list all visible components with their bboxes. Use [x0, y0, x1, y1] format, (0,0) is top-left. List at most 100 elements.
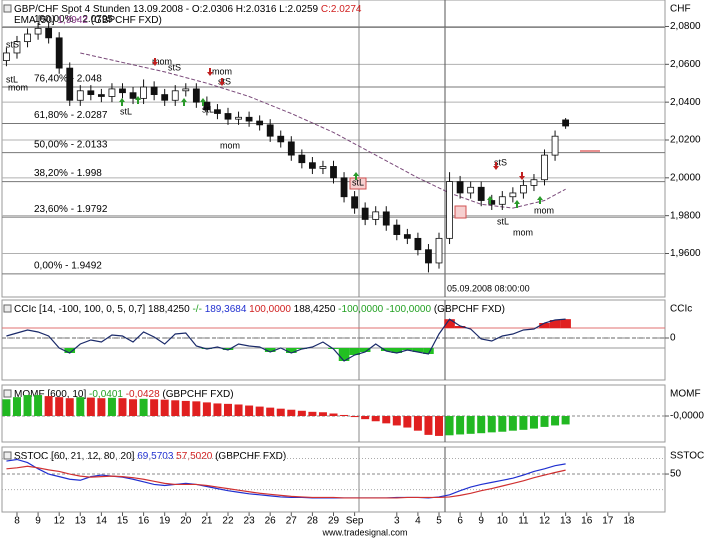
x-tick-label: 5	[436, 516, 442, 527]
candle-body	[277, 135, 285, 143]
x-tick-label: 26	[265, 516, 277, 527]
signal-arrow	[353, 172, 359, 180]
x-tick-label: 23	[244, 516, 256, 527]
fib-label: 61,80% - 2.0287	[34, 110, 108, 121]
candle-body	[235, 116, 242, 120]
candle-body	[372, 211, 380, 220]
momentum-bar	[34, 395, 43, 417]
x-tick-label: 12	[54, 516, 66, 527]
annotation: stS	[6, 39, 19, 49]
momentum-bar	[23, 395, 32, 417]
x-tick-label: Sep	[346, 516, 364, 527]
annotation: mom	[220, 140, 240, 150]
x-tick-label: 28	[307, 516, 319, 527]
momentum-bar	[551, 416, 560, 426]
candle-body	[446, 181, 453, 239]
header-part: 188,4250	[148, 304, 190, 315]
candle-body	[87, 90, 95, 95]
momentum-bar	[65, 398, 74, 417]
cci-extreme	[380, 348, 392, 351]
header-part: -100,0000	[335, 304, 383, 315]
momentum-bar	[118, 398, 127, 417]
momentum-bar	[150, 399, 159, 417]
signal-arrow	[152, 58, 158, 66]
y-tick-label: 2,0800	[670, 21, 701, 32]
fib-label: 23,60% - 1.9792	[34, 204, 108, 215]
annotation: stS	[218, 76, 231, 86]
momentum-bar	[192, 401, 201, 417]
momentum-bar	[297, 410, 306, 417]
x-tick-label: 27	[286, 516, 298, 527]
signal-arrow	[514, 200, 520, 208]
signal-arrow	[200, 98, 206, 106]
header-part: 188,4250	[291, 304, 336, 315]
y-tick-label: -0,0000	[670, 411, 704, 422]
x-tick-label: 3	[394, 516, 400, 527]
y-tick-label: 2,0000	[670, 172, 701, 183]
candle-body	[477, 186, 485, 201]
signal-arrow	[135, 96, 141, 104]
panel-header: CCIc [14, -100, 100, 0, 5, 0,7] 188,4250…	[14, 304, 505, 315]
annotation: mom	[152, 56, 172, 66]
footer: www.tradesignal.com	[321, 527, 407, 537]
annotation: mom	[212, 66, 232, 76]
header-part: CCIc [14, -100, 100, 0, 5, 0,7]	[14, 304, 148, 315]
annotation: stL	[120, 106, 132, 116]
y-tick-label: 2,0400	[670, 97, 701, 108]
momentum-bar	[213, 403, 222, 417]
x-tick-label: 11	[518, 516, 529, 527]
x-tick-label: 18	[623, 516, 635, 527]
axis-label: MOMF	[670, 389, 701, 400]
momentum-bar	[403, 416, 412, 428]
candle-body	[414, 237, 422, 251]
header-icon	[3, 304, 12, 313]
candle-body	[361, 207, 369, 220]
annotation: stL	[352, 177, 364, 187]
annotation: stL	[6, 74, 18, 84]
panel-frame	[1, 446, 666, 513]
candle-body	[97, 94, 105, 97]
header-part: C:2.0274	[318, 4, 362, 15]
candle-body	[76, 90, 84, 101]
fib-label: 0,00% - 1.9492	[34, 261, 102, 272]
momentum-bar	[508, 416, 517, 431]
y-tick-label: 0	[670, 333, 676, 344]
candle-body	[24, 33, 31, 43]
momentum-bar	[487, 416, 496, 433]
candle-body	[382, 211, 390, 226]
fib-label: 50,00% - 2.0133	[34, 139, 108, 150]
annotation: mom	[513, 227, 533, 237]
annotation: mom	[534, 205, 554, 215]
candle-body	[308, 162, 316, 169]
candle-body	[551, 135, 559, 156]
cci-extreme	[539, 323, 550, 328]
candle-body	[287, 141, 295, 156]
cci-extreme	[412, 348, 424, 352]
momentum-bar	[435, 416, 444, 436]
momentum-bar	[255, 406, 264, 417]
candle-body	[129, 92, 137, 99]
candle-body	[150, 86, 158, 95]
candle-body	[256, 120, 264, 126]
candle-body	[393, 224, 401, 235]
marker-box	[349, 177, 367, 190]
candle-body	[119, 88, 126, 94]
indicator-line	[6, 318, 566, 362]
ema-header: EMA [50] 1,9942 (GBPCHF FXD)	[14, 15, 162, 26]
momentum-bar	[529, 416, 538, 429]
momentum-bar	[171, 400, 180, 417]
candle-body	[192, 88, 200, 103]
momentum-bar	[55, 397, 64, 417]
candle-body	[456, 181, 464, 194]
cci-extreme	[402, 348, 413, 350]
header-part: (GBPCHF FXD)	[431, 304, 505, 315]
x-tick-label: 16	[138, 516, 150, 527]
panel-header: MOMF [600, 10] -0,0401 -0,0428 (GBPCHF F…	[14, 389, 234, 400]
candle-body	[467, 186, 475, 194]
signal-arrow	[119, 98, 125, 106]
candle-body	[541, 154, 548, 181]
candle-body	[245, 116, 253, 122]
candle-body	[298, 154, 306, 164]
header-part: 57,5020	[173, 451, 212, 462]
